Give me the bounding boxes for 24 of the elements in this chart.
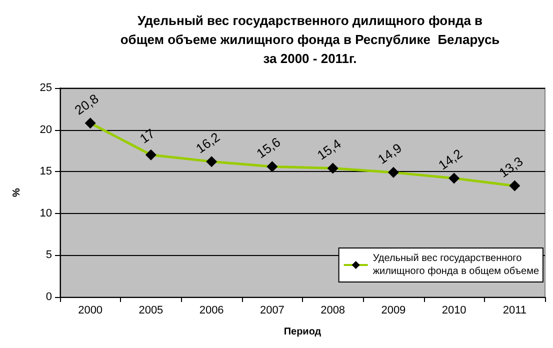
x-tick-label: 2005	[138, 304, 164, 316]
x-axis-title: Период	[284, 326, 322, 338]
y-tick-label: 25	[40, 82, 52, 94]
data-label: 14,9	[375, 140, 404, 168]
y-tick-label: 10	[40, 207, 52, 220]
data-label: 15,6	[254, 134, 284, 162]
x-tick-label: 2010	[442, 304, 466, 316]
chart-title: Удельный вес государственного дилищного фонда в общем объеме жилищного фонда в Республике Беларусь за 2000 - 2011г.	[120, 13, 500, 66]
data-label: 20,8	[72, 90, 102, 118]
y-tick-label: 20	[40, 124, 52, 136]
x-tick-label: 2009	[381, 304, 406, 316]
x-tick-label: 2007	[260, 304, 284, 316]
legend-label: Удельный вес государственного жилищного фонда в общем объеме	[372, 253, 540, 277]
y-tick-label: 0	[46, 291, 52, 303]
x-tick-label: 2011	[502, 304, 527, 316]
x-tick-label: 2006	[199, 304, 224, 316]
x-tick-label: 2000	[78, 304, 103, 316]
data-label: 16,2	[193, 129, 222, 156]
x-tick-label: 2008	[320, 304, 346, 316]
y-tick-label: 5	[46, 249, 52, 262]
y-axis-title: %	[12, 188, 22, 197]
data-label: 14,2	[436, 146, 465, 173]
data-label: 15,4	[314, 136, 344, 163]
y-tick-label: 15	[40, 166, 52, 178]
